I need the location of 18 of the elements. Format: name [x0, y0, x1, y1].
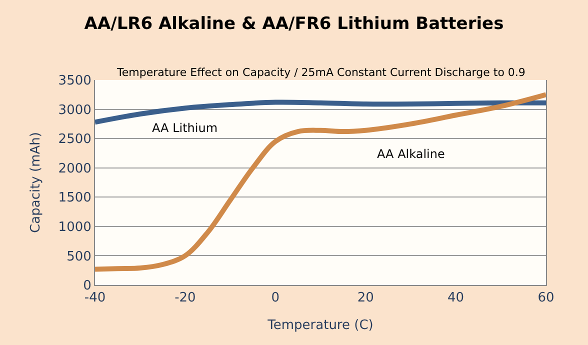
x-tick-label: -20 — [174, 290, 196, 306]
y-tick-label: 500 — [66, 249, 92, 264]
x-tick-label: 0 — [271, 290, 280, 306]
chart-subtitle: Temperature Effect on Capacity / 25mA Constant Current Discharge to 0.9 — [116, 66, 526, 79]
x-axis-title: Temperature (C) — [266, 318, 374, 334]
x-tick-label: 40 — [448, 290, 464, 306]
y-tick-label: 2500 — [58, 132, 92, 148]
series-label: AA Alkaline — [377, 147, 445, 161]
y-tick-label: 2000 — [58, 161, 92, 176]
x-tick-label: 60 — [538, 290, 554, 306]
y-tick-label: 3000 — [58, 102, 92, 118]
y-axis-title: Capacity (mAh) — [28, 132, 44, 233]
y-tick-label: 3500 — [58, 74, 92, 89]
chart-title: AA/LR6 Alkaline & AA/FR6 Lithium Batteries — [84, 14, 504, 34]
series-label: AA Lithium — [152, 121, 218, 135]
x-tick-label: 20 — [357, 290, 374, 306]
y-tick-label: 1000 — [58, 220, 92, 235]
y-tick-label: 1500 — [58, 190, 92, 206]
